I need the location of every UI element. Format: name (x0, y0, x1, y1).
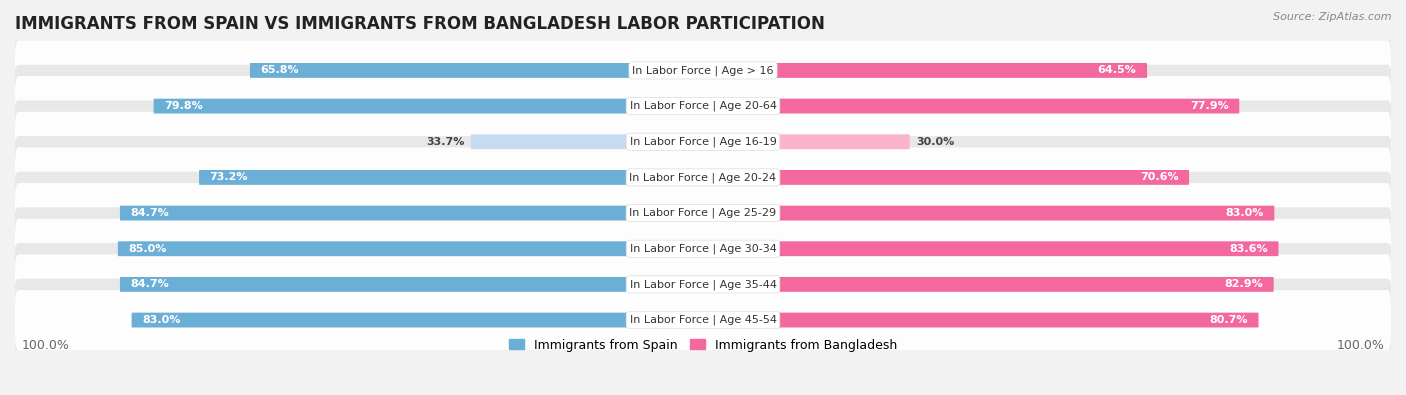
Text: 30.0%: 30.0% (917, 137, 955, 147)
Text: 70.6%: 70.6% (1140, 172, 1178, 182)
FancyBboxPatch shape (13, 100, 1393, 183)
FancyBboxPatch shape (13, 136, 1393, 219)
FancyBboxPatch shape (15, 147, 1391, 207)
Text: In Labor Force | Age > 16: In Labor Force | Age > 16 (633, 65, 773, 76)
FancyBboxPatch shape (15, 219, 1391, 279)
FancyBboxPatch shape (15, 40, 1391, 100)
Text: 33.7%: 33.7% (426, 137, 464, 147)
Text: 73.2%: 73.2% (209, 172, 249, 182)
Text: 85.0%: 85.0% (128, 244, 167, 254)
Text: 80.7%: 80.7% (1209, 315, 1249, 325)
Text: In Labor Force | Age 25-29: In Labor Force | Age 25-29 (630, 208, 776, 218)
FancyBboxPatch shape (13, 172, 1393, 254)
Text: 83.0%: 83.0% (142, 315, 180, 325)
Text: 83.6%: 83.6% (1229, 244, 1268, 254)
FancyBboxPatch shape (118, 241, 703, 256)
Text: 64.5%: 64.5% (1098, 66, 1136, 75)
FancyBboxPatch shape (13, 207, 1393, 290)
Text: In Labor Force | Age 45-54: In Labor Force | Age 45-54 (630, 315, 776, 325)
FancyBboxPatch shape (132, 313, 703, 327)
Text: In Labor Force | Age 16-19: In Labor Force | Age 16-19 (630, 137, 776, 147)
FancyBboxPatch shape (15, 112, 1391, 172)
Legend: Immigrants from Spain, Immigrants from Bangladesh: Immigrants from Spain, Immigrants from B… (503, 333, 903, 357)
Text: 100.0%: 100.0% (22, 339, 70, 352)
FancyBboxPatch shape (703, 99, 1239, 113)
Text: 82.9%: 82.9% (1225, 279, 1263, 290)
FancyBboxPatch shape (13, 243, 1393, 326)
FancyBboxPatch shape (120, 277, 703, 292)
Text: 83.0%: 83.0% (1226, 208, 1264, 218)
FancyBboxPatch shape (13, 279, 1393, 361)
FancyBboxPatch shape (703, 63, 1147, 78)
FancyBboxPatch shape (153, 99, 703, 113)
FancyBboxPatch shape (13, 65, 1393, 147)
FancyBboxPatch shape (15, 254, 1391, 314)
Text: 77.9%: 77.9% (1189, 101, 1229, 111)
FancyBboxPatch shape (15, 183, 1391, 243)
FancyBboxPatch shape (15, 76, 1391, 136)
FancyBboxPatch shape (703, 313, 1258, 327)
FancyBboxPatch shape (15, 290, 1391, 350)
FancyBboxPatch shape (703, 134, 910, 149)
Text: In Labor Force | Age 20-64: In Labor Force | Age 20-64 (630, 101, 776, 111)
Text: 65.8%: 65.8% (260, 66, 299, 75)
Text: Source: ZipAtlas.com: Source: ZipAtlas.com (1274, 12, 1392, 22)
Text: In Labor Force | Age 30-34: In Labor Force | Age 30-34 (630, 243, 776, 254)
FancyBboxPatch shape (703, 170, 1189, 185)
FancyBboxPatch shape (250, 63, 703, 78)
Text: 79.8%: 79.8% (165, 101, 202, 111)
FancyBboxPatch shape (703, 206, 1274, 220)
Text: In Labor Force | Age 20-24: In Labor Force | Age 20-24 (630, 172, 776, 182)
Text: 84.7%: 84.7% (131, 208, 169, 218)
FancyBboxPatch shape (703, 241, 1278, 256)
FancyBboxPatch shape (120, 206, 703, 220)
FancyBboxPatch shape (471, 134, 703, 149)
FancyBboxPatch shape (703, 277, 1274, 292)
Text: 84.7%: 84.7% (131, 279, 169, 290)
FancyBboxPatch shape (200, 170, 703, 185)
Text: In Labor Force | Age 35-44: In Labor Force | Age 35-44 (630, 279, 776, 290)
FancyBboxPatch shape (13, 29, 1393, 112)
Text: IMMIGRANTS FROM SPAIN VS IMMIGRANTS FROM BANGLADESH LABOR PARTICIPATION: IMMIGRANTS FROM SPAIN VS IMMIGRANTS FROM… (15, 15, 825, 33)
Text: 100.0%: 100.0% (1336, 339, 1384, 352)
